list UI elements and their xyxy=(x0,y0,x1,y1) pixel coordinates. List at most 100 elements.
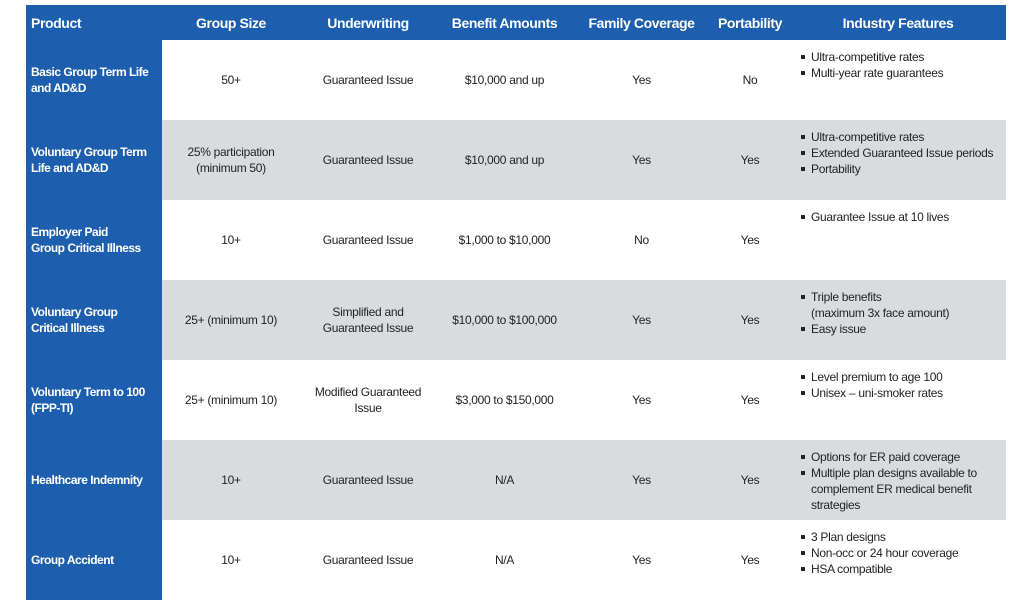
cell-text: No xyxy=(742,73,758,87)
feature-text: Ultra-competitive rates xyxy=(811,50,925,64)
page: {"table": { "headers": ["Product", "Grou… xyxy=(26,5,1006,600)
cell-text: Guaranteed Issue xyxy=(322,473,414,487)
cell-text: Yes xyxy=(632,73,651,87)
table-row: Group Accident 10+ Guaranteed Issue N/A Yes Y… xyxy=(26,520,1006,600)
cell-text: Guaranteed Issue xyxy=(322,321,414,335)
cell-text: Voluntary Group xyxy=(31,305,118,319)
cell-text: Critical Illness xyxy=(31,321,105,335)
feature-item: Unisex – uni-smoker rates xyxy=(801,385,1006,401)
cell-text: Group Critical Illness xyxy=(31,241,141,255)
table-row: Employer Paid Group Critical Illness 10+ Gu… xyxy=(26,200,1006,280)
feature-item: Guarantee Issue at 10 lives xyxy=(801,209,1006,225)
table-row: Basic Group Term Life and AD&D 50+ Guarante… xyxy=(26,40,1006,120)
column-header: Family Coverage xyxy=(573,5,710,40)
cell-text: Yes xyxy=(740,233,760,247)
cell-text: 25+ (minimum 10) xyxy=(184,313,278,327)
underwriting-cell: Modified Guaranteed Issue xyxy=(300,360,436,440)
cell-text: N/A xyxy=(494,473,515,487)
underwriting-cell: Guaranteed Issue xyxy=(300,440,436,520)
cell-text: 10+ xyxy=(221,553,241,567)
benefit-amounts-cell: $1,000 to $10,000 xyxy=(436,200,573,280)
feature-text: Non-occ or 24 hour coverage xyxy=(811,546,959,560)
cell-text: Yes xyxy=(740,393,760,407)
family-coverage-cell: Yes xyxy=(573,120,710,200)
feature-item: Easy issue xyxy=(801,321,1006,337)
family-coverage-cell: Yes xyxy=(573,280,710,360)
benefit-amounts-cell: $3,000 to $150,000 xyxy=(436,360,573,440)
feature-text: (maximum 3x face amount) xyxy=(811,306,950,320)
feature-list: Ultra-competitive rates Multi-year rate g… xyxy=(798,49,1006,81)
underwriting-cell: Guaranteed Issue xyxy=(300,120,436,200)
cell-text: Yes xyxy=(740,553,760,567)
cell-text: 25% participation xyxy=(187,145,275,159)
feature-list: Level premium to age 100 Unisex – uni-smo… xyxy=(798,369,1006,401)
features-cell: Triple benefits (maximum 3x face amount) E… xyxy=(790,280,1006,360)
cell-text: Basic Group Term Life xyxy=(31,65,149,79)
feature-item: Level premium to age 100 xyxy=(801,369,1006,385)
cell-text: $10,000 and up xyxy=(464,73,545,87)
column-header: Group Size xyxy=(162,5,300,40)
header-row: Product Group Size Underwriting Benefit Amo… xyxy=(26,5,1006,40)
underwriting-cell: Simplified and Guaranteed Issue xyxy=(300,280,436,360)
group-size-cell: 25+ (minimum 10) xyxy=(162,280,300,360)
family-coverage-cell: Yes xyxy=(573,360,710,440)
feature-item: Non-occ or 24 hour coverage xyxy=(801,545,1006,561)
feature-item: Triple benefits (maximum 3x face amount) xyxy=(801,289,1006,321)
feature-text: Guarantee Issue at 10 lives xyxy=(811,210,949,224)
cell-text: Healthcare Indemnity xyxy=(31,473,143,487)
cell-text: Issue xyxy=(354,401,382,415)
cell-text: No xyxy=(634,233,649,247)
features-cell: Options for ER paid coverage Multiple pla… xyxy=(790,440,1006,520)
cell-text: Yes xyxy=(632,473,651,487)
cell-text: Simplified and xyxy=(332,305,404,319)
product-cell: Voluntary Group Term Life and AD&D xyxy=(26,120,162,200)
cell-text: N/A xyxy=(494,553,515,567)
portability-cell: Yes xyxy=(710,360,790,440)
cell-text: (minimum 50) xyxy=(196,161,266,175)
product-cell: Employer Paid Group Critical Illness xyxy=(26,200,162,280)
feature-text: Triple benefits xyxy=(811,290,882,304)
benefit-amounts-cell: N/A xyxy=(436,520,573,600)
cell-text: Yes xyxy=(632,153,651,167)
cell-text: $1,000 to $10,000 xyxy=(458,233,551,247)
benefit-amounts-cell: $10,000 to $100,000 xyxy=(436,280,573,360)
features-cell: Ultra-competitive rates Multi-year rate g… xyxy=(790,40,1006,120)
group-size-cell: 10+ xyxy=(162,520,300,600)
group-size-cell: 10+ xyxy=(162,200,300,280)
benefit-amounts-cell: $10,000 and up xyxy=(436,120,573,200)
feature-text: Extended Guaranteed Issue periods xyxy=(811,146,994,160)
group-size-cell: 10+ xyxy=(162,440,300,520)
underwriting-cell: Guaranteed Issue xyxy=(300,520,436,600)
features-cell: Guarantee Issue at 10 lives xyxy=(790,200,1006,280)
feature-text: Options for ER paid coverage xyxy=(811,450,961,464)
cell-text: Guaranteed Issue xyxy=(322,153,414,167)
group-size-cell: 25+ (minimum 10) xyxy=(162,360,300,440)
cell-text: 50+ xyxy=(221,73,241,87)
feature-text: strategies xyxy=(811,498,861,512)
feature-item: Ultra-competitive rates xyxy=(801,49,1006,65)
portability-cell: No xyxy=(710,40,790,120)
column-header: Benefit Amounts xyxy=(436,5,573,40)
cell-text: Life and AD&D xyxy=(31,161,109,175)
table-row: Voluntary Term to 100 (FPP-TI) 25+ (minimu… xyxy=(26,360,1006,440)
cell-text: Yes xyxy=(740,473,760,487)
cell-text: $10,000 to $100,000 xyxy=(452,313,557,327)
cell-text: 10+ xyxy=(221,233,241,247)
cell-text: Voluntary Term to 100 xyxy=(31,385,145,399)
column-header: Product xyxy=(26,5,162,40)
portability-cell: Yes xyxy=(710,440,790,520)
table-body: Basic Group Term Life and AD&D 50+ Guarante… xyxy=(26,40,1006,600)
column-header: Industry Features xyxy=(790,5,1006,40)
cell-text: $3,000 to $150,000 xyxy=(455,393,554,407)
feature-item: Multi-year rate guarantees xyxy=(801,65,1006,81)
feature-item: Ultra-competitive rates xyxy=(801,129,1006,145)
portability-cell: Yes xyxy=(710,520,790,600)
cell-text: Yes xyxy=(632,313,651,327)
feature-text: Portability xyxy=(811,162,861,176)
feature-text: Easy issue xyxy=(811,322,867,336)
features-cell: 3 Plan designs Non-occ or 24 hour coverag… xyxy=(790,520,1006,600)
feature-item: Options for ER paid coverage xyxy=(801,449,1006,465)
cell-text: (FPP-TI) xyxy=(31,401,74,415)
cell-text: Yes xyxy=(632,553,651,567)
feature-item: Extended Guaranteed Issue periods xyxy=(801,145,1006,161)
